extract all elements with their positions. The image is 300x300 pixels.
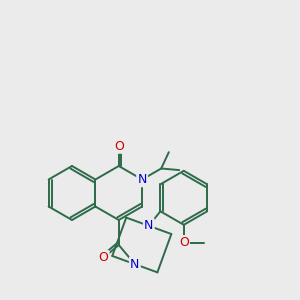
Text: O: O [114,140,124,152]
Text: N: N [137,173,147,186]
Text: O: O [179,236,189,249]
Text: N: N [144,219,154,232]
Text: O: O [98,251,108,264]
Text: N: N [130,258,140,271]
